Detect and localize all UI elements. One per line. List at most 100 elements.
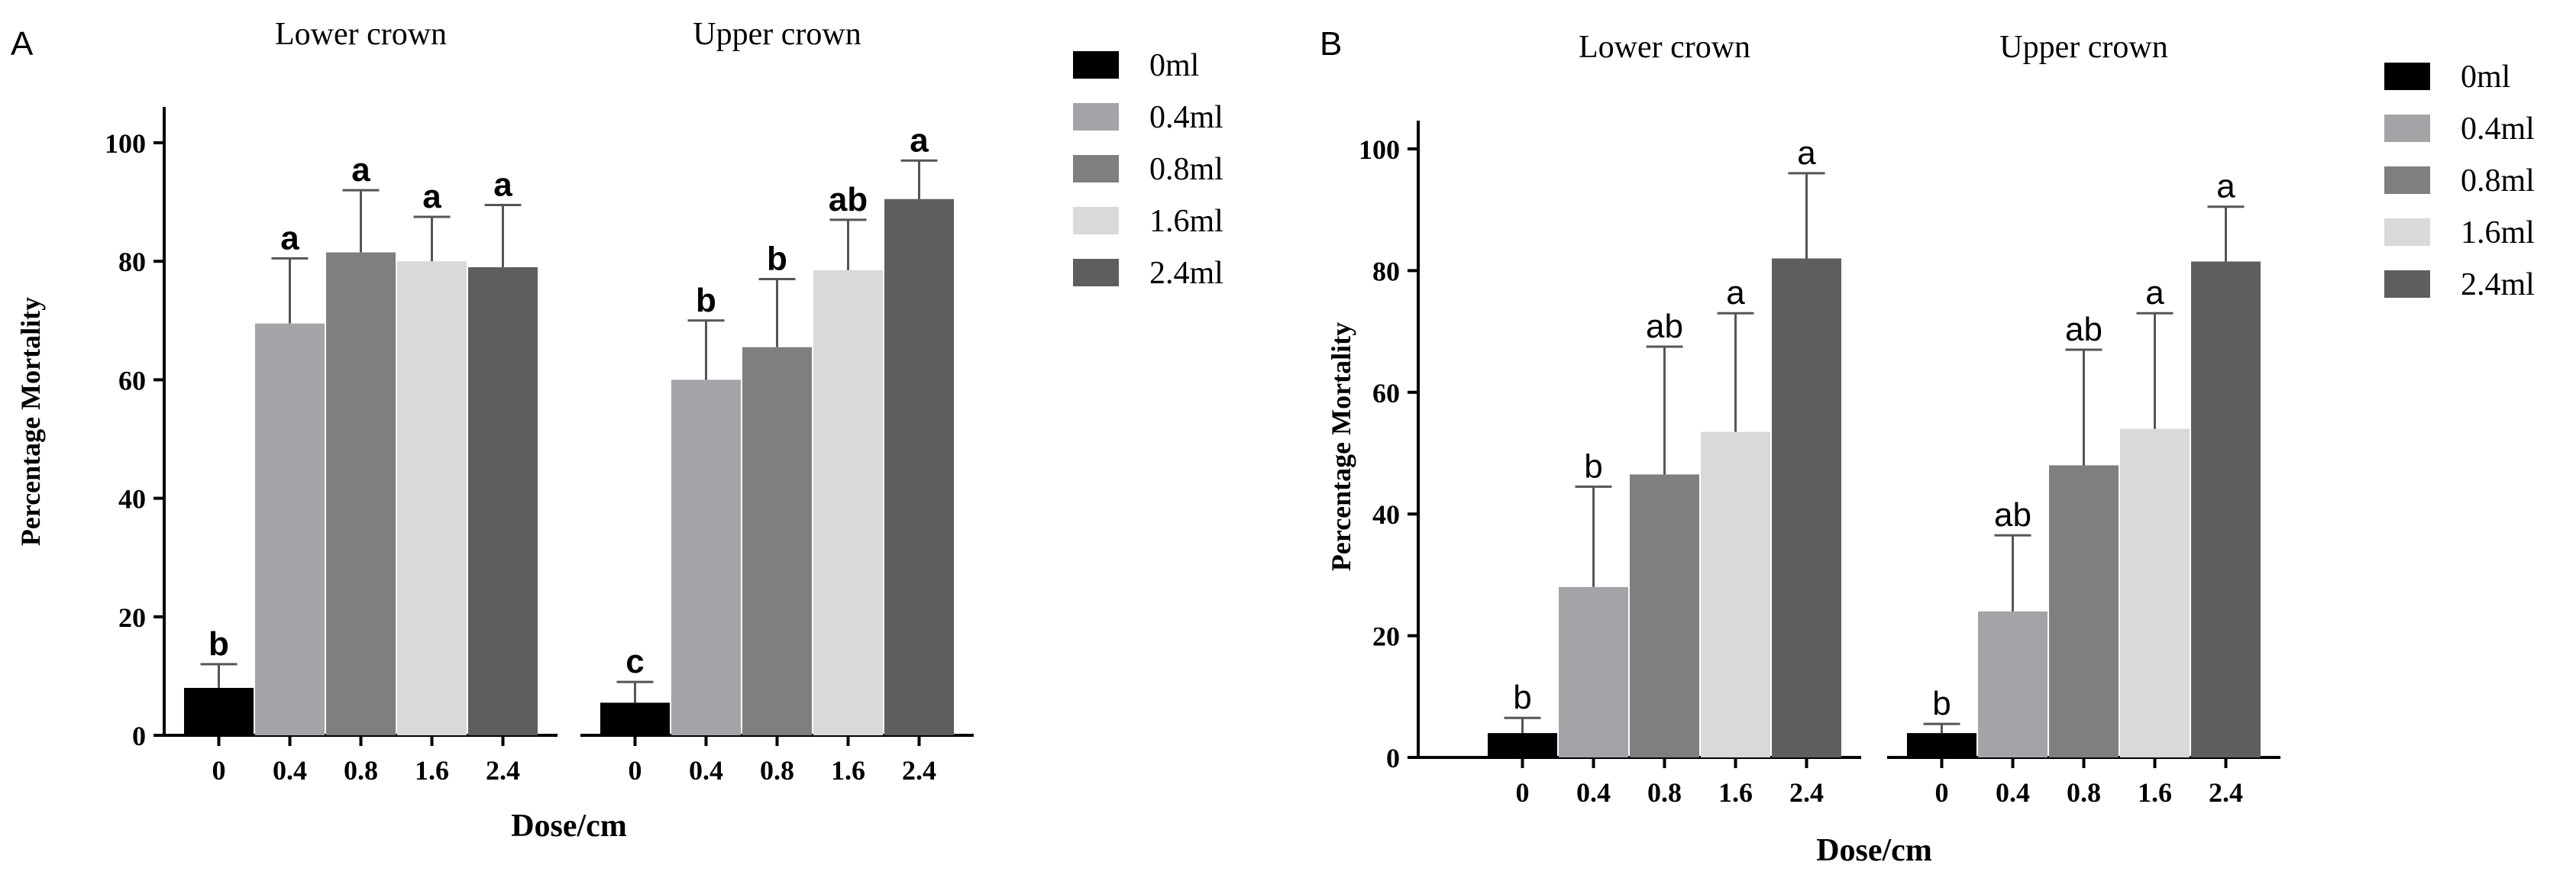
legend-label: 0.8ml [2461, 163, 2535, 199]
y-tick-label: 40 [118, 484, 146, 515]
legend-swatch [1073, 207, 1119, 234]
significance-label: a [351, 151, 370, 189]
significance-label: b [696, 282, 716, 319]
y-tick-label: 20 [1372, 622, 1400, 652]
y-tick-label: 0 [1386, 743, 1400, 773]
significance-label: c [625, 643, 644, 680]
legend-swatch [2384, 63, 2430, 90]
legend-swatch [1073, 259, 1119, 286]
group-label-1: Upper crown [1999, 30, 2167, 65]
significance-label: b [1513, 679, 1531, 716]
x-tick-label: 0.4 [1576, 777, 1611, 808]
bar [1907, 733, 1976, 757]
y-tick-label: 100 [105, 128, 146, 159]
bar [326, 252, 396, 735]
significance-label: ab [829, 181, 868, 218]
significance-label: ab [1994, 496, 2031, 534]
x-tick-label: 0.8 [344, 755, 378, 786]
x-tick-label: 0.8 [760, 755, 794, 786]
group-label-1: Upper crown [693, 17, 861, 52]
bar [1488, 733, 1557, 757]
bar [468, 266, 538, 736]
x-axis-title: Dose/cm [511, 809, 627, 844]
x-tick-label: 1.6 [1718, 777, 1753, 808]
legend-label: 0ml [1149, 48, 1199, 83]
bar [813, 270, 883, 736]
legend-label: 0.8ml [1149, 152, 1223, 187]
bar [600, 702, 670, 735]
x-tick-label: 0.4 [1996, 777, 2030, 808]
legend-swatch [2384, 270, 2430, 298]
bar [2191, 261, 2261, 757]
y-tick-label: 20 [118, 602, 146, 633]
x-tick-label: 1.6 [2138, 777, 2172, 808]
legend-label: 0.4ml [2461, 111, 2535, 147]
x-tick-label: 0.4 [273, 755, 307, 786]
bar [884, 199, 954, 736]
panel-label: B [1320, 25, 1342, 63]
bar [184, 687, 254, 735]
y-tick-label: 100 [1359, 134, 1400, 165]
bar [255, 323, 325, 735]
x-tick-label: 2.4 [902, 755, 936, 786]
y-tick-label: 40 [1372, 499, 1400, 530]
legend-label: 0ml [2461, 60, 2510, 95]
significance-label: b [767, 240, 787, 277]
significance-label: ab [1646, 308, 1683, 345]
y-tick-label: 0 [132, 721, 146, 751]
bar [1701, 431, 1770, 757]
legend-label: 0.4ml [1149, 100, 1223, 135]
significance-label: a [280, 219, 299, 257]
x-tick-label: 0 [1935, 777, 1949, 808]
significance-label: b [1932, 685, 1951, 722]
legend: 0ml 0.4ml 0.8ml 1.6ml 2.4ml [2384, 60, 2535, 302]
x-tick-label: 2.4 [486, 755, 520, 786]
bar [671, 379, 741, 735]
x-tick-label: 0 [629, 755, 642, 786]
x-tick-label: 1.6 [831, 755, 865, 786]
y-tick-label: 80 [118, 247, 146, 277]
bar [2049, 465, 2119, 757]
x-tick-label: 2.4 [2209, 777, 2243, 808]
legend-label: 1.6ml [2461, 215, 2535, 250]
x-tick-label: 0.8 [1647, 777, 1682, 808]
bar [397, 261, 467, 735]
legend-swatch [1073, 155, 1119, 182]
bar [1630, 474, 1699, 757]
chart-panel-a: A 0 20 40 60 80 100 Lower crown b 0 a 0.4 a 0.8 a 1.6 a 2… [11, 17, 1223, 844]
significance-label: a [1726, 274, 1745, 312]
significance-label: a [2216, 168, 2235, 205]
legend-swatch [2384, 218, 2430, 246]
x-tick-label: 0 [1516, 777, 1530, 808]
significance-label: b [1584, 447, 1602, 485]
x-tick-label: 0 [212, 755, 226, 786]
significance-label: b [208, 625, 229, 663]
legend-swatch [2384, 115, 2430, 142]
significance-label: a [422, 178, 441, 215]
significance-label: a [1797, 134, 1816, 172]
significance-label: ab [2065, 311, 2102, 348]
legend: 0ml 0.4ml 0.8ml 1.6ml 2.4ml [1073, 48, 1223, 291]
x-axis-title: Dose/cm [1816, 833, 1932, 868]
legend-swatch [1073, 51, 1119, 79]
x-tick-label: 0.8 [2067, 777, 2101, 808]
bar [1772, 258, 1841, 758]
bar [742, 347, 812, 735]
x-tick-label: 0.4 [689, 755, 723, 786]
significance-label: a [2145, 274, 2164, 312]
legend-label: 2.4ml [2461, 267, 2535, 302]
legend-swatch [2384, 166, 2430, 194]
panel-label: A [11, 25, 34, 63]
legend-swatch [1073, 103, 1119, 131]
y-axis-title: Percentage Mortality [15, 297, 46, 546]
x-tick-label: 2.4 [1789, 777, 1824, 808]
significance-label: a [910, 121, 929, 159]
y-tick-label: 60 [1372, 378, 1400, 408]
y-tick-label: 80 [1372, 256, 1400, 286]
y-tick-label: 60 [118, 365, 146, 396]
y-axis-title: Percentage Mortality [1326, 322, 1356, 571]
group-label-0: Lower crown [275, 17, 447, 52]
group-label-0: Lower crown [1579, 30, 1750, 65]
